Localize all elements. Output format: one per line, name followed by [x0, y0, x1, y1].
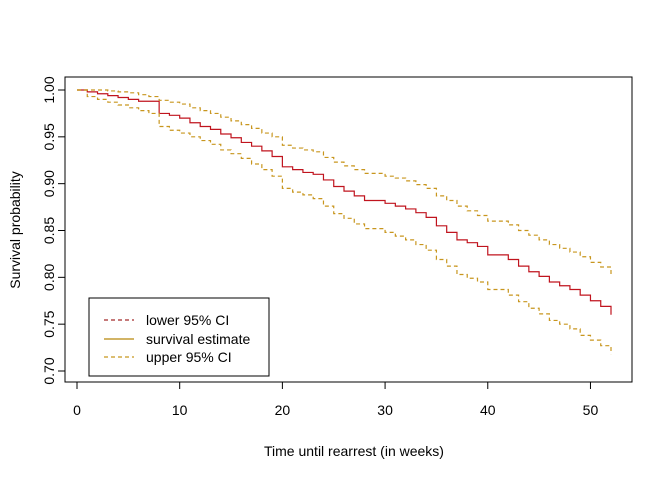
y-tick-label: 0.75: [41, 310, 57, 337]
x-axis-title: Time until rearrest (in weeks): [264, 443, 444, 459]
y-tick-label: 0.70: [41, 357, 57, 384]
x-axis: 0 10 20 30 40 50: [73, 381, 599, 418]
x-tick-label: 20: [275, 402, 291, 418]
x-tick-label: 30: [377, 402, 393, 418]
legend-box: [88, 297, 270, 377]
series-estimate-line: [77, 89, 612, 315]
legend: lower 95% CI survival estimate upper 95%…: [88, 297, 270, 377]
series-upper-line: [77, 89, 612, 275]
y-tick-label: 1.00: [41, 76, 57, 103]
legend-label-upper: upper 95% CI: [146, 349, 232, 365]
x-tick-label: 40: [480, 402, 496, 418]
y-tick-label: 0.85: [41, 217, 57, 244]
legend-label-lower: lower 95% CI: [146, 312, 229, 328]
legend-label-estimate: survival estimate: [146, 331, 250, 347]
x-tick-label: 0: [73, 402, 81, 418]
y-axis-title: Survival probability: [7, 171, 23, 289]
x-tick-label: 10: [172, 402, 188, 418]
y-tick-label: 0.95: [41, 123, 57, 150]
y-axis: 0.70 0.75 0.80 0.85 0.90 0.95 1.00: [41, 76, 66, 385]
y-tick-label: 0.80: [41, 263, 57, 290]
x-tick-label: 50: [583, 402, 599, 418]
series-lower-line: [77, 89, 612, 355]
series-layer: [77, 89, 612, 355]
y-tick-label: 0.90: [41, 170, 57, 197]
